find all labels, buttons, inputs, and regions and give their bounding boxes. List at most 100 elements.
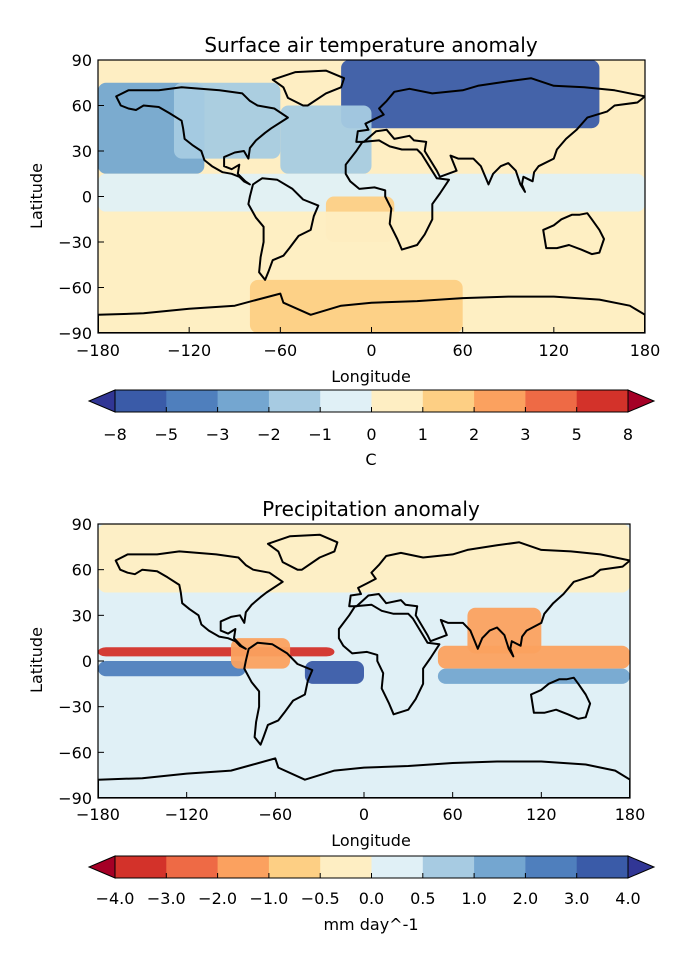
x-tick-label: −120	[167, 341, 211, 360]
y-tick-label: −60	[58, 743, 92, 762]
y-axis-label: Latitude	[27, 627, 46, 693]
colorbar-extend-low	[87, 389, 116, 413]
x-tick-label: −180	[76, 341, 120, 360]
colorbar-tick-label: −8	[103, 425, 127, 444]
coastline	[98, 292, 645, 333]
colorbar-segment	[371, 856, 424, 878]
anomaly-region	[173, 82, 281, 159]
y-tick-label: 90	[72, 515, 92, 534]
colorbar: −4.0 −3.0 −2.0 −1.0 −0.5 0.0 0.5 1.0 2.0 3.0 4.0	[87, 855, 656, 908]
map-area	[97, 523, 631, 799]
y-tick-label: 0	[82, 652, 92, 671]
y-tick-label: −30	[58, 233, 92, 252]
colorbar-segment	[525, 856, 578, 878]
y-tick-label: 90	[72, 51, 92, 70]
coastline	[247, 177, 320, 281]
colorbar-tick-label: 1	[418, 425, 428, 444]
panel-temperature: Surface air temperature anomaly Longitud…	[27, 33, 660, 469]
anomaly-region	[467, 607, 542, 654]
coastline	[243, 641, 314, 746]
colorbar-tick-label: 8	[623, 425, 633, 444]
colorbar-segment	[576, 390, 629, 412]
x-axis-label: Longitude	[331, 367, 411, 386]
colorbar-tick-label: 5	[572, 425, 582, 444]
chart-title: Precipitation anomaly	[262, 497, 480, 521]
anomaly-region	[249, 279, 463, 333]
colorbar-tick-label: −3.0	[147, 889, 186, 908]
x-tick-label: −180	[76, 805, 120, 824]
coastline	[115, 86, 289, 186]
anomaly-region	[98, 211, 645, 333]
x-tick-label: 60	[442, 805, 462, 824]
y-tick-label: 30	[72, 606, 92, 625]
colorbar-segment	[115, 390, 167, 412]
axis-ticks: −180 −120 −60 0 60 120 180 90 60 30 0 −30 −60 −90	[58, 51, 660, 360]
map-area	[97, 59, 646, 334]
colorbar-tick-label: 3	[520, 425, 530, 444]
axis-ticks: −180 −120 −60 0 60 120 180 90 60 30 0 −30 −60 −90	[58, 515, 645, 824]
colorbar-tick-label: −1	[308, 425, 332, 444]
colorbar: −8 −5 −3 −2 −1 0 1 2 3 5 8	[87, 389, 656, 444]
coastline	[98, 757, 630, 798]
x-tick-label: 120	[539, 341, 570, 360]
colorbar-segment	[268, 390, 321, 412]
coastline	[344, 139, 450, 251]
colorbar-extend-low	[87, 855, 116, 879]
colorbar-extend-high	[627, 389, 656, 413]
coastline	[271, 69, 346, 107]
colorbar-tick-label: −2.0	[198, 889, 237, 908]
y-tick-label: 0	[82, 188, 92, 207]
colorbar-tick-label: −4.0	[96, 889, 135, 908]
anomaly-region	[98, 661, 246, 677]
anomaly-region	[98, 647, 335, 657]
anomaly-region	[341, 60, 600, 129]
colorbar-tick-label: 4.0	[615, 889, 640, 908]
y-tick-label: 30	[72, 142, 92, 161]
colorbar-segment	[166, 856, 219, 878]
colorbar-label: C	[365, 450, 376, 469]
x-tick-label: 60	[452, 341, 472, 360]
coastline	[355, 77, 645, 193]
colorbar-tick-label: −1.0	[249, 889, 288, 908]
anomaly-region	[280, 105, 372, 174]
y-tick-label: 60	[72, 561, 92, 580]
colorbar-segment	[166, 390, 219, 412]
colorbar-tick-label: 1.0	[461, 889, 486, 908]
colorbar-tick-label: 0	[366, 425, 376, 444]
y-tick-label: −90	[58, 324, 92, 343]
colorbar-tick-label: −5	[155, 425, 179, 444]
colorbar-segment	[217, 390, 270, 412]
colorbar-label: mm day^-1	[323, 915, 418, 934]
colorbar-segment	[525, 390, 578, 412]
colorbar-tick-label: 3.0	[564, 889, 589, 908]
anomaly-region	[304, 661, 364, 684]
colorbar-segment	[474, 856, 526, 878]
chart-title: Surface air temperature anomaly	[204, 33, 537, 57]
x-tick-label: −120	[165, 805, 209, 824]
colorbar-segment	[576, 856, 629, 878]
y-tick-label: −30	[58, 698, 92, 717]
colorbar-tick-label: −3	[206, 425, 230, 444]
coastline	[266, 533, 339, 571]
colorbar-tick-label: 0.5	[410, 889, 435, 908]
colorbar-segment	[320, 390, 372, 412]
colorbar-segment	[268, 856, 321, 878]
x-tick-label: 180	[615, 805, 646, 824]
panel-precipitation: Precipitation anomaly Longitude Latitude…	[27, 497, 656, 934]
colorbar-segment	[474, 390, 526, 412]
colorbar-tick-label: 2.0	[513, 889, 538, 908]
x-tick-label: 180	[630, 341, 661, 360]
y-tick-label: −90	[58, 789, 92, 808]
x-tick-label: −60	[258, 805, 292, 824]
coastline	[348, 541, 630, 658]
colorbar-segment	[115, 856, 167, 878]
colorbar-segment	[320, 856, 372, 878]
colorbar-segment	[217, 856, 270, 878]
coastline	[114, 550, 284, 650]
colorbar-segment	[371, 390, 424, 412]
colorbar-tick-label: −2	[257, 425, 281, 444]
x-tick-label: 120	[526, 805, 557, 824]
colorbar-segment	[422, 856, 475, 878]
y-axis-label: Latitude	[27, 163, 46, 229]
